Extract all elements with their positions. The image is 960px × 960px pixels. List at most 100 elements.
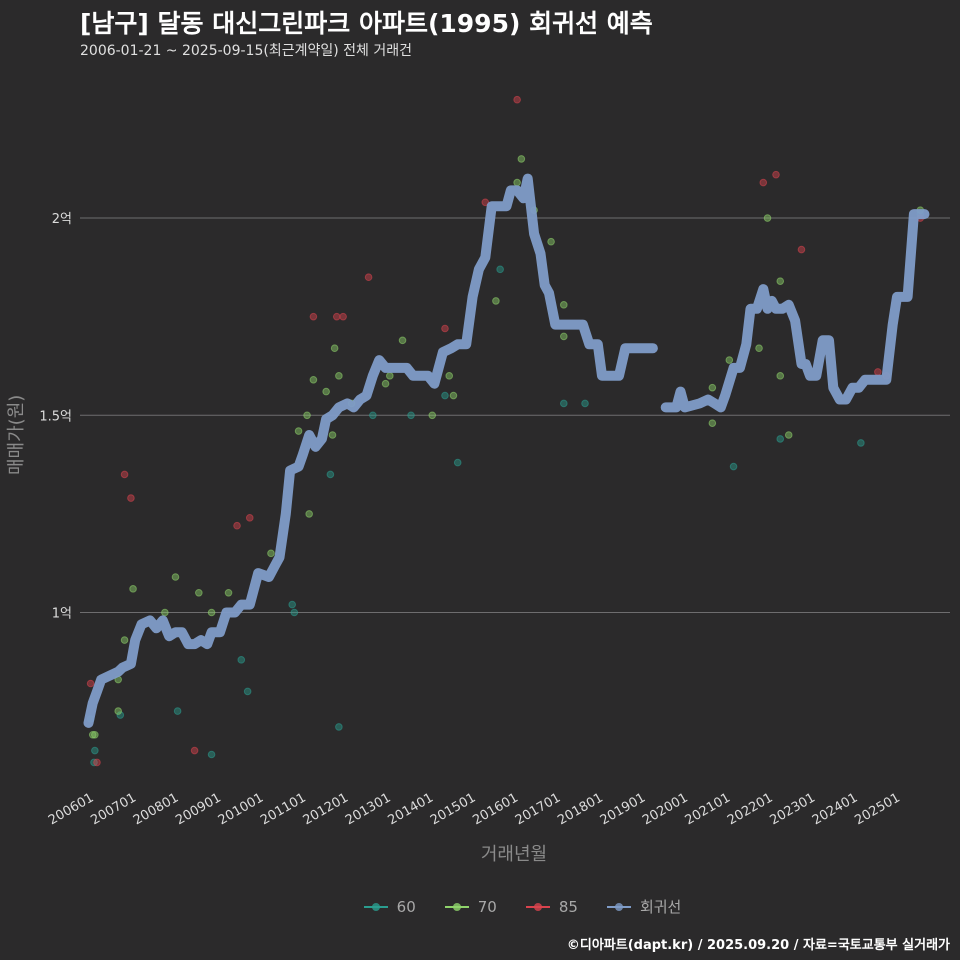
legend-label-60: 60 (396, 897, 416, 916)
data-point-85 (874, 368, 882, 376)
x-tick-label: 201501 (428, 790, 478, 828)
x-tick-label: 202301 (767, 790, 817, 828)
data-point-70 (517, 155, 526, 163)
x-tick-label: 200701 (88, 790, 138, 828)
x-tick-label: 201301 (343, 790, 393, 828)
data-point-70 (381, 379, 390, 388)
x-tick-label: 201001 (216, 790, 266, 828)
data-point-60 (243, 687, 252, 696)
data-point-70 (763, 214, 772, 222)
y-tick-label: 1억 (52, 607, 72, 622)
x-axis-title: 거래년월 (480, 844, 548, 865)
data-point-60 (453, 458, 462, 467)
data-point-70 (560, 332, 568, 341)
data-point-85 (190, 746, 199, 755)
regression-line (660, 209, 930, 413)
data-point-85 (797, 245, 806, 254)
x-tick-label: 202401 (810, 790, 860, 828)
data-point-60 (496, 265, 504, 274)
data-point-70 (294, 427, 303, 435)
data-point-60 (290, 608, 299, 617)
data-point-60 (173, 707, 182, 715)
data-point-85 (127, 494, 135, 502)
legend-label-70: 70 (477, 897, 497, 916)
data-point-60 (288, 600, 296, 609)
data-point-70 (708, 383, 717, 392)
data-point-70 (776, 277, 785, 285)
chart-title: [남구] 달동 대신그린파크 아파트(1995) 회귀선 예측 (80, 9, 653, 38)
data-point-70 (224, 588, 233, 597)
data-point-70 (725, 356, 734, 364)
data-point-60 (335, 723, 343, 731)
grid-layer (80, 217, 950, 613)
x-tick-label: 200901 (173, 790, 223, 828)
data-point-85 (245, 514, 254, 522)
data-point-85 (364, 273, 373, 282)
data-point-70 (309, 375, 318, 384)
x-tick-label: 201901 (598, 790, 648, 828)
data-point-70 (335, 372, 343, 380)
x-tick-label: 201201 (301, 790, 351, 828)
data-point-60 (441, 391, 449, 400)
data-point-70 (330, 344, 339, 353)
data-point-70 (129, 585, 137, 593)
x-tick-label: 202501 (852, 790, 902, 828)
legend: 60 70 85 회귀선 (0, 896, 960, 917)
data-point-85 (513, 95, 521, 104)
data-point-70 (267, 549, 275, 558)
data-point-70 (513, 178, 521, 187)
chart-subtitle: 2006-01-21 ~ 2025-09-15(최근계약일) 전체 거래건 (80, 43, 412, 59)
legend-label-regression: 회귀선 (639, 898, 682, 916)
legend-label-85: 85 (558, 897, 578, 916)
data-point-60 (857, 439, 865, 447)
legend-key-85 (523, 897, 553, 917)
data-point-70 (88, 730, 97, 739)
data-point-85 (233, 521, 241, 530)
x-tick-label: 201801 (555, 790, 605, 828)
data-point-70 (708, 419, 717, 427)
data-point-70 (784, 431, 793, 439)
data-point-70 (449, 391, 458, 400)
x-tick-label: 202001 (640, 790, 690, 828)
data-point-85 (441, 324, 449, 333)
x-tick-label: 201101 (258, 790, 308, 828)
data-point-60 (560, 399, 568, 408)
legend-key-60 (361, 897, 391, 917)
legend-key-70 (442, 897, 472, 917)
data-point-70 (547, 237, 555, 246)
data-point-85 (772, 170, 780, 179)
data-point-60 (91, 746, 99, 755)
legend-item-regression: 회귀선 (604, 896, 681, 917)
data-point-70 (755, 344, 763, 353)
data-point-85 (120, 470, 129, 479)
legend-item-70: 70 (442, 896, 497, 917)
regression-line-layer (83, 173, 930, 728)
x-tick-label: 202101 (683, 790, 733, 828)
data-point-70 (303, 411, 311, 420)
data-point-70 (386, 372, 394, 380)
data-point-70 (305, 510, 313, 518)
x-tick-label: 202201 (725, 790, 775, 828)
data-point-60 (729, 462, 738, 471)
data-point-70 (322, 387, 330, 396)
legend-item-60: 60 (361, 896, 416, 917)
x-tick-label: 201701 (513, 790, 563, 828)
data-point-85 (759, 178, 768, 187)
data-point-70 (171, 573, 180, 581)
x-tick-label: 200801 (131, 790, 181, 828)
data-point-60 (207, 750, 216, 759)
data-point-70 (492, 297, 500, 305)
y-tick-label: 2억 (52, 212, 72, 227)
data-point-70 (114, 707, 122, 715)
data-point-60 (776, 435, 785, 443)
data-point-85 (332, 312, 341, 321)
data-point-60 (237, 656, 246, 664)
data-point-85 (481, 198, 490, 207)
data-point-85 (309, 312, 318, 321)
data-point-70 (398, 336, 407, 345)
legend-key-regression (604, 897, 634, 917)
data-point-70 (428, 411, 437, 420)
x-tick-label: 201601 (470, 790, 520, 828)
data-point-70 (91, 730, 99, 739)
